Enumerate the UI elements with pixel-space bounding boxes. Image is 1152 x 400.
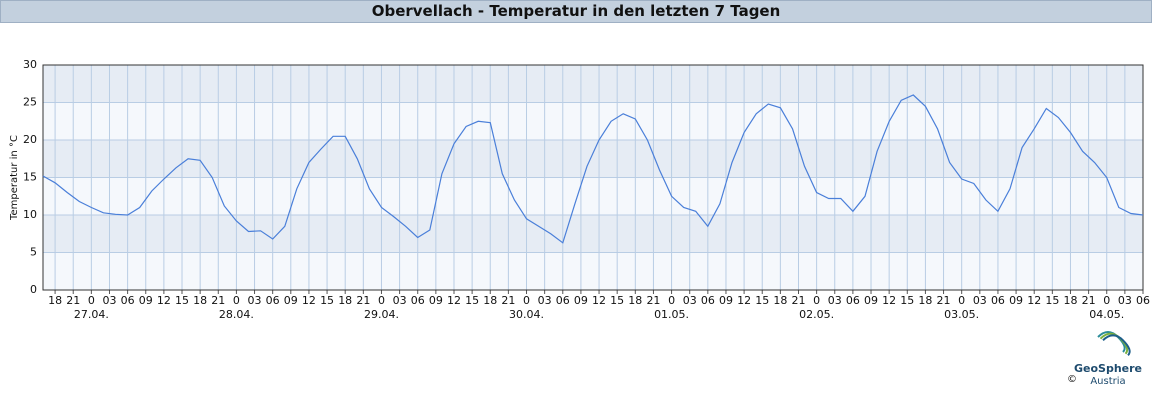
x-tick-label: 21 [66,294,80,307]
x-tick-label: 21 [791,294,805,307]
x-tick-label: 12 [1027,294,1041,307]
x-tick-label: 0 [813,294,820,307]
x-tick-label: 09 [139,294,153,307]
grid-band [43,252,1143,290]
x-tick-label: 12 [882,294,896,307]
x-tick-label: 18 [48,294,62,307]
x-tick-label: 03 [1118,294,1132,307]
x-tick-label: 15 [175,294,189,307]
brand: GeoSphere [1074,362,1142,375]
x-tick-label: 03 [102,294,116,307]
date-label: 29.04. [364,308,399,321]
x-tick-label: 0 [523,294,530,307]
x-tick-label: 18 [193,294,207,307]
title-bar: Obervellach - Temperatur in den letzten … [0,0,1152,23]
x-tick-label: 21 [211,294,225,307]
x-tick-label: 09 [429,294,443,307]
x-tick-label: 0 [958,294,965,307]
x-tick-label: 06 [1136,294,1150,307]
x-tick-label: 21 [501,294,515,307]
x-tick-label: 0 [88,294,95,307]
x-tick-label: 15 [610,294,624,307]
date-label: 03.05. [944,308,979,321]
x-tick-label: 12 [592,294,606,307]
x-tick-label: 06 [991,294,1005,307]
x-tick-label: 06 [556,294,570,307]
x-tick-label: 06 [121,294,135,307]
x-tick-label: 0 [1103,294,1110,307]
x-tick-label: 15 [1045,294,1059,307]
x-tick-label: 18 [483,294,497,307]
x-tick-label: 21 [1082,294,1096,307]
y-tick-label: 30 [23,58,37,71]
grid-band [43,102,1143,140]
date-label: 01.05. [654,308,689,321]
y-axis-label: Temperatur in °C [9,135,20,221]
date-label: 02.05. [799,308,834,321]
x-tick-label: 09 [864,294,878,307]
x-tick-label: 15 [900,294,914,307]
brand-sub: Austria [1090,376,1125,387]
x-tick-label: 18 [918,294,932,307]
date-label: 28.04. [219,308,254,321]
x-tick-label: 15 [320,294,334,307]
x-tick-label: 18 [1063,294,1077,307]
x-tick-label: 06 [411,294,425,307]
x-tick-label: 09 [719,294,733,307]
temperature-line [42,94,1144,244]
logo [1097,331,1131,357]
x-tick-label: 0 [233,294,240,307]
y-tick-label: 15 [23,171,37,184]
x-tick-label: 0 [378,294,385,307]
x-tick-label: 09 [1009,294,1023,307]
x-tick-label: 18 [628,294,642,307]
grid-band [43,65,1143,103]
x-tick-label: 12 [157,294,171,307]
x-tick-label: 12 [737,294,751,307]
y-tick-label: 25 [23,96,37,109]
x-tick-label: 21 [356,294,370,307]
x-tick-label: 09 [284,294,298,307]
grid-band [43,140,1143,178]
x-tick-label: 18 [338,294,352,307]
plot-frame [42,64,1144,291]
x-tick-label: 0 [668,294,675,307]
x-tick-label: 15 [755,294,769,307]
grid-band [43,177,1143,215]
x-tick-label: 21 [646,294,660,307]
date-label: 30.04. [509,308,544,321]
x-tick-label: 03 [248,294,262,307]
date-label: 04.05. [1089,308,1124,321]
x-tick-label: 15 [465,294,479,307]
x-tick-label: 03 [683,294,697,307]
grid-band [43,215,1143,253]
logo-swirl [1102,334,1131,357]
x-tick-label: 06 [266,294,280,307]
x-tick-label: 09 [574,294,588,307]
x-tick-label: 12 [447,294,461,307]
x-tick-label: 21 [937,294,951,307]
x-tick-label: 03 [973,294,987,307]
x-tick-label: 18 [773,294,787,307]
y-tick-label: 10 [23,208,37,221]
x-tick-label: 03 [393,294,407,307]
x-tick-label: 06 [701,294,715,307]
x-tick-label: 06 [846,294,860,307]
y-tick-label: 5 [30,246,37,259]
copyright: © [1067,374,1077,385]
x-tick-label: 03 [538,294,552,307]
y-tick-label: 20 [23,133,37,146]
y-tick-label: 0 [30,283,37,296]
x-tick-label: 03 [828,294,842,307]
x-tick-label: 12 [302,294,316,307]
date-label: 27.04. [74,308,109,321]
